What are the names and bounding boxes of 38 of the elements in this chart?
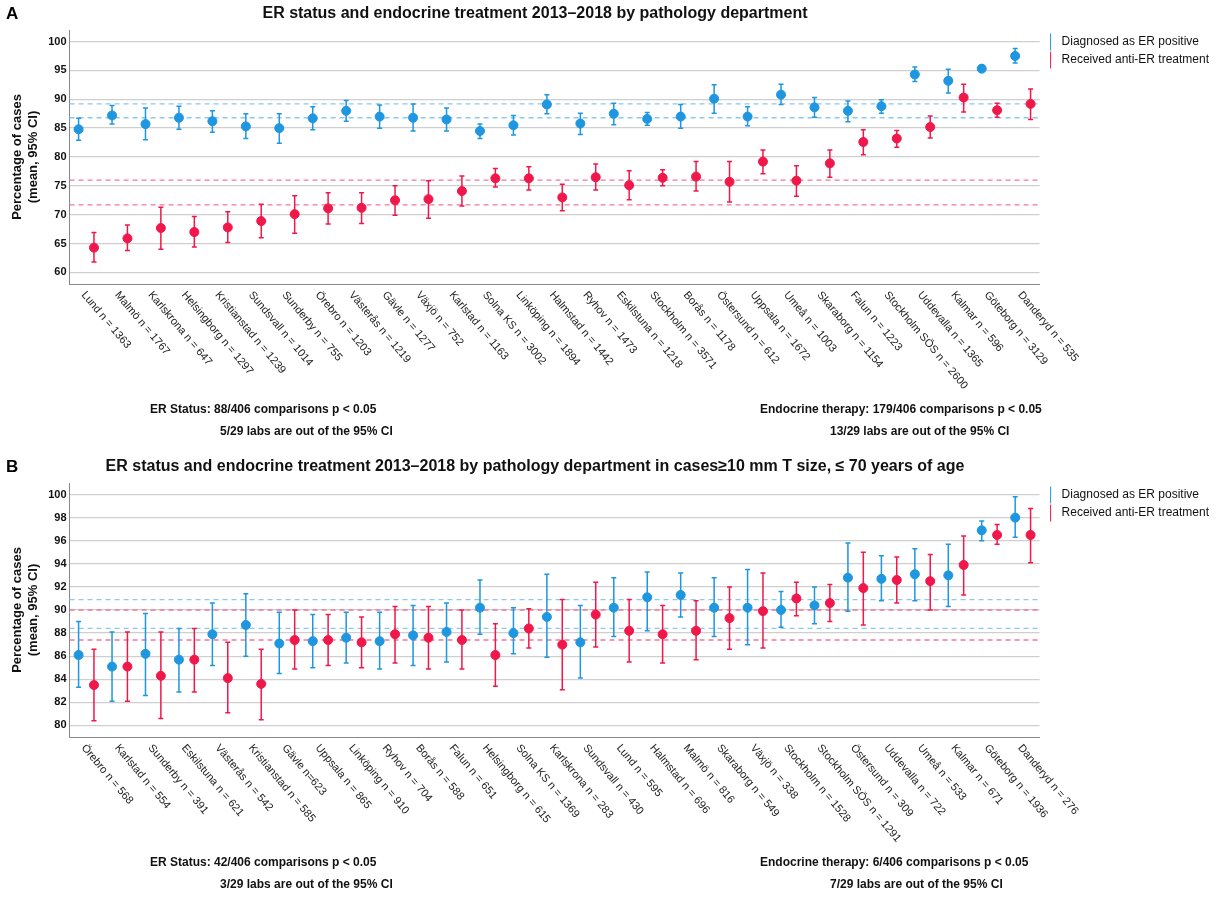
y-tick-label: 80 xyxy=(54,718,67,731)
y-tick-label: 98 xyxy=(54,510,67,523)
text: A xyxy=(6,4,19,24)
y-tick-label: 95 xyxy=(54,63,67,76)
y-tick-label: 84 xyxy=(54,672,68,685)
text: B xyxy=(6,457,19,477)
y-tick-label: 90 xyxy=(54,92,67,105)
y-tick-label: 88 xyxy=(54,626,67,639)
text: Endocrine therapy: 6/406 comparisons p < 0.05 xyxy=(760,854,1029,871)
y-tick-label: 65 xyxy=(54,236,67,249)
text: 5/29 labs are out of the 95% CI xyxy=(219,423,393,440)
y-tick-label: 75 xyxy=(54,178,67,191)
legend-label: Diagnosed as ER positive xyxy=(1061,487,1200,502)
y-tick-label: 82 xyxy=(54,695,67,708)
y-tick-label: 100 xyxy=(48,487,67,500)
y-tick-label: 94 xyxy=(54,556,68,569)
legend-label: Received anti-ER treatment xyxy=(1061,505,1210,520)
y-tick-label: 92 xyxy=(54,579,67,592)
y-tick-label: 96 xyxy=(54,533,67,546)
text: 7/29 labs are out of the 95% CI xyxy=(829,876,1004,893)
y-axis-title: Percentage of cases (mean, 95% CI) xyxy=(9,547,40,673)
text: ER Status: 88/406 comparisons p < 0.05 xyxy=(150,401,378,418)
text: Endocrine therapy: 179/406 comparisons p < 0.05 xyxy=(760,401,1042,418)
text: 3/29 labs are out of the 95% CI xyxy=(219,876,393,893)
y-tick-label: 85 xyxy=(54,121,67,134)
y-tick-label: 86 xyxy=(54,649,67,662)
chart-title: ER status and endocrine treatment 2013–2018 by pathology department in cases≥10 mm T size, ≤ 70 years of age xyxy=(104,457,966,475)
text: ER Status: 42/406 comparisons p < 0.05 xyxy=(150,854,378,871)
legend-label: Diagnosed as ER positive xyxy=(1061,34,1200,49)
legend-label: Received anti-ER treatment xyxy=(1061,52,1210,67)
y-tick-label: 100 xyxy=(48,34,67,47)
y-tick-label: 70 xyxy=(54,207,67,220)
y-axis-title: Percentage of cases (mean, 95% CI) xyxy=(9,94,40,220)
y-tick-label: 80 xyxy=(54,150,67,163)
y-tick-label: 60 xyxy=(54,265,67,278)
text: 13/29 labs are out of the 95% CI xyxy=(829,423,1011,440)
y-tick-label: 90 xyxy=(54,603,67,616)
chart-title: ER status and endocrine treatment 2013–2018 by pathology department xyxy=(261,4,809,22)
